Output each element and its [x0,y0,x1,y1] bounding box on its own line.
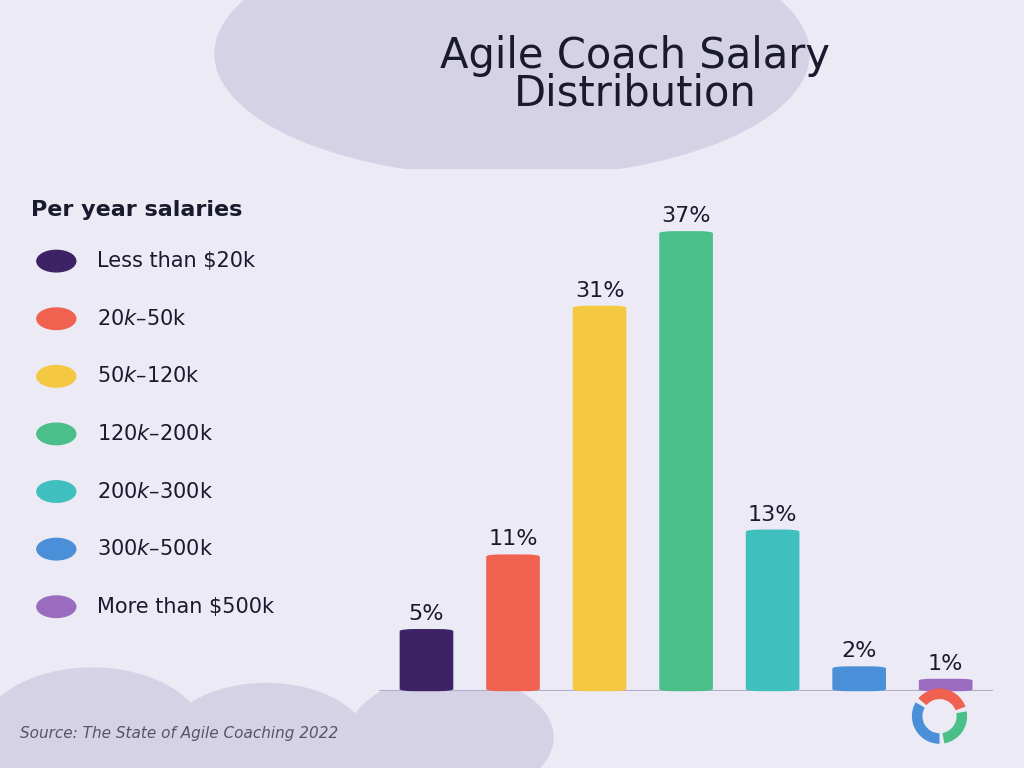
FancyBboxPatch shape [572,306,627,691]
Bar [745,530,800,691]
Bar [572,306,627,691]
Text: Source: The State of Agile Coaching 2022: Source: The State of Agile Coaching 2022 [20,726,339,741]
Text: $50k – $120k: $50k – $120k [97,366,201,386]
FancyBboxPatch shape [659,231,713,691]
Text: Less than $20k: Less than $20k [97,251,255,271]
Text: 1%: 1% [928,654,964,674]
FancyBboxPatch shape [919,679,973,691]
Text: 11%: 11% [488,529,538,549]
FancyBboxPatch shape [745,530,800,691]
Wedge shape [919,689,966,710]
Text: More than $500k: More than $500k [97,597,274,617]
FancyBboxPatch shape [399,629,454,691]
Text: $120k – $200k: $120k – $200k [97,424,213,444]
Text: Agile Coach Salary: Agile Coach Salary [440,35,829,77]
FancyBboxPatch shape [486,554,540,691]
Text: 31%: 31% [574,281,625,301]
Bar [486,554,540,691]
Text: $200k – $300k: $200k – $300k [97,482,213,502]
Text: Per year salaries: Per year salaries [31,200,242,220]
Bar [659,231,713,691]
FancyBboxPatch shape [833,667,886,691]
Text: 37%: 37% [662,206,711,226]
Text: 5%: 5% [409,604,444,624]
Bar [833,667,886,691]
Text: 2%: 2% [842,641,877,661]
Text: $300k – $500k: $300k – $500k [97,539,213,559]
Wedge shape [912,703,940,743]
Bar [919,679,973,691]
Wedge shape [942,711,967,743]
Text: 13%: 13% [748,505,798,525]
Text: Distribution: Distribution [513,73,757,115]
Text: $20k – $50k: $20k – $50k [97,309,187,329]
Bar [399,629,454,691]
